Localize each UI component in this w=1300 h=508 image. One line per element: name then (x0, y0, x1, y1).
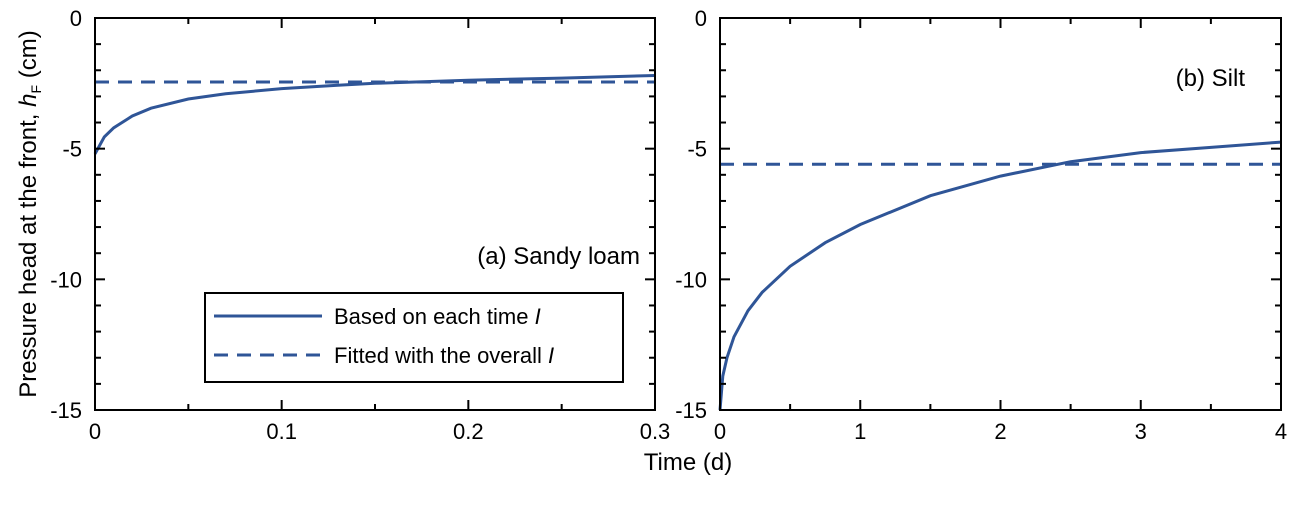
series-solid-line-a (93, 74, 656, 155)
panel-label-a: (a) Sandy loam (477, 243, 640, 270)
legend-item-1-var: I (548, 343, 554, 368)
y-axis-title-var: h (15, 94, 42, 107)
panel-a-sandy-loam: 0 0.1 0.2 0.3 -15 -10 -5 0 (a) Sandy loam (50, 6, 670, 444)
legend: Based on each time I Fitted with the ove… (204, 292, 624, 383)
x-tick-label-a: 0 (89, 419, 101, 444)
y-axis-title-main: Pressure head at the front, (15, 107, 42, 398)
legend-item-0-text: Based on each time (334, 304, 535, 329)
x-tick-label-a: 0.2 (453, 419, 484, 444)
legend-item-1-text: Fitted with the overall (334, 343, 548, 368)
panel-b-silt: 0 1 2 3 4 -15 -10 -5 0 (b) Silt (675, 6, 1287, 444)
y-axis-title: Pressure head at the front, hF (cm) (15, 30, 44, 397)
legend-item-1: Fitted with the overall I (334, 343, 554, 368)
x-axis-title: Time (d) (644, 449, 732, 476)
y-axis-title-unit: (cm) (15, 30, 42, 85)
legend-item-0: Based on each time I (334, 304, 541, 329)
legend-item-0-var: I (535, 304, 541, 329)
panel-label-b: (b) Silt (1176, 65, 1246, 92)
y-tick-label-a: -15 (50, 398, 82, 423)
y-tick-label-a: -5 (62, 137, 82, 162)
x-tick-label-b: 1 (854, 419, 866, 444)
legend-box (204, 292, 624, 383)
y-tick-label-a: -10 (50, 267, 82, 292)
y-tick-label-b: -15 (675, 398, 707, 423)
series-solid-line-b (718, 140, 1282, 411)
x-tick-label-b: 4 (1275, 419, 1287, 444)
y-tick-label-a: 0 (70, 6, 82, 31)
x-tick-label-a: 0.1 (266, 419, 297, 444)
y-tick-label-b: 0 (695, 6, 707, 31)
x-tick-label-a: 0.3 (640, 419, 671, 444)
x-tick-label-b: 2 (994, 419, 1006, 444)
x-tick-label-b: 0 (714, 419, 726, 444)
y-axis-title-sub: F (28, 85, 44, 94)
y-tick-label-b: -10 (675, 267, 707, 292)
y-tick-label-b: -5 (687, 137, 707, 162)
x-tick-label-b: 3 (1135, 419, 1147, 444)
